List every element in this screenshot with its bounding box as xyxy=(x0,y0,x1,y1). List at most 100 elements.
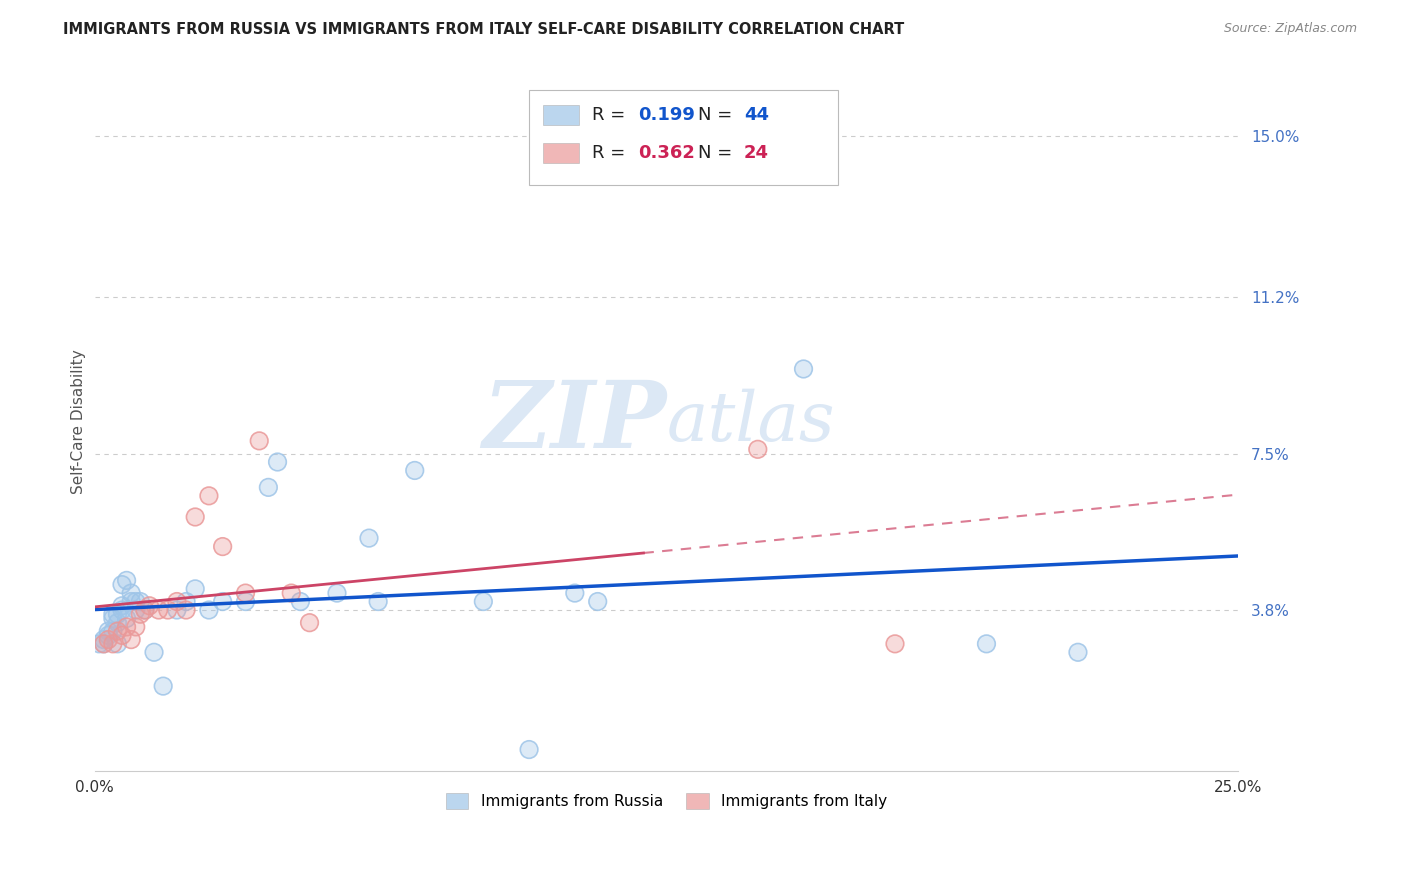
Point xyxy=(107,624,129,639)
Point xyxy=(97,632,120,647)
Point xyxy=(134,603,156,617)
Point xyxy=(101,624,124,639)
Text: R =: R = xyxy=(592,145,631,162)
Point xyxy=(101,624,124,639)
Point xyxy=(107,615,129,630)
Point xyxy=(138,599,160,613)
Point xyxy=(280,586,302,600)
Point xyxy=(115,620,138,634)
Text: Source: ZipAtlas.com: Source: ZipAtlas.com xyxy=(1223,22,1357,36)
Point xyxy=(125,603,148,617)
Point xyxy=(138,599,160,613)
Point xyxy=(152,679,174,693)
Legend: Immigrants from Russia, Immigrants from Italy: Immigrants from Russia, Immigrants from … xyxy=(440,787,893,815)
Point xyxy=(107,607,129,622)
Point xyxy=(120,594,142,608)
Text: 44: 44 xyxy=(744,106,769,124)
Point xyxy=(357,531,380,545)
Point xyxy=(211,540,233,554)
Point xyxy=(115,611,138,625)
Point xyxy=(564,586,586,600)
Point xyxy=(125,594,148,608)
Point xyxy=(93,637,115,651)
Point xyxy=(97,624,120,639)
Point xyxy=(357,531,380,545)
Point xyxy=(1067,645,1090,659)
Point xyxy=(792,362,814,376)
Point xyxy=(97,628,120,642)
Point xyxy=(184,582,207,596)
Point xyxy=(367,594,389,608)
Point xyxy=(166,603,188,617)
Point xyxy=(156,603,179,617)
Point xyxy=(101,607,124,622)
FancyBboxPatch shape xyxy=(543,105,579,125)
Point xyxy=(107,637,129,651)
Text: N =: N = xyxy=(699,106,738,124)
Point xyxy=(101,637,124,651)
Point xyxy=(125,603,148,617)
Point xyxy=(198,489,221,503)
Point xyxy=(93,637,115,651)
Point xyxy=(211,594,233,608)
Text: N =: N = xyxy=(699,145,738,162)
Point xyxy=(247,434,270,448)
Point xyxy=(120,586,142,600)
Text: 0.362: 0.362 xyxy=(638,145,695,162)
Point xyxy=(101,637,124,651)
Point xyxy=(257,480,280,494)
Point xyxy=(134,603,156,617)
Point xyxy=(326,586,349,600)
Point xyxy=(93,637,115,651)
Point xyxy=(129,607,152,622)
Point xyxy=(125,620,148,634)
Point xyxy=(111,599,134,613)
Point xyxy=(298,615,321,630)
Text: ZIP: ZIP xyxy=(482,376,666,467)
Point xyxy=(115,574,138,588)
Point xyxy=(101,607,124,622)
Point xyxy=(111,577,134,591)
Point xyxy=(211,540,233,554)
Point xyxy=(125,594,148,608)
Point xyxy=(976,637,998,651)
Point xyxy=(97,624,120,639)
Point xyxy=(884,637,907,651)
Point xyxy=(115,620,138,634)
Point xyxy=(404,463,426,477)
Y-axis label: Self-Care Disability: Self-Care Disability xyxy=(72,350,86,494)
Point xyxy=(101,611,124,625)
Point xyxy=(174,594,197,608)
Point xyxy=(120,632,142,647)
Point xyxy=(266,455,288,469)
Point xyxy=(792,362,814,376)
Point xyxy=(111,603,134,617)
Point xyxy=(166,594,188,608)
Point xyxy=(198,489,221,503)
Point xyxy=(747,442,769,457)
Point xyxy=(564,586,586,600)
Point xyxy=(134,603,156,617)
Point xyxy=(472,594,495,608)
Point xyxy=(111,628,134,642)
Point xyxy=(174,603,197,617)
Point xyxy=(111,603,134,617)
Point xyxy=(266,455,288,469)
Point xyxy=(129,607,152,622)
Point xyxy=(1067,645,1090,659)
Point xyxy=(111,577,134,591)
Point xyxy=(198,603,221,617)
Point xyxy=(166,603,188,617)
Point xyxy=(235,586,257,600)
Text: 0.199: 0.199 xyxy=(638,106,695,124)
Point xyxy=(107,637,129,651)
Point xyxy=(280,586,302,600)
Point xyxy=(107,624,129,639)
Point xyxy=(129,594,152,608)
Point xyxy=(747,442,769,457)
Point xyxy=(134,603,156,617)
Point xyxy=(198,603,221,617)
Point xyxy=(184,582,207,596)
Point xyxy=(257,480,280,494)
Point xyxy=(290,594,312,608)
